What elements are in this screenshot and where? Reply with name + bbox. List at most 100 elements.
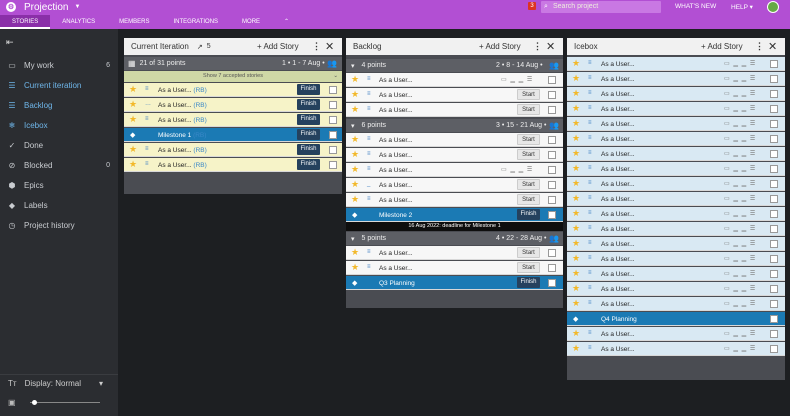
story-row[interactable]: ★ ≡ As a User... ▭ ▁ ▁ ☰ [567, 297, 785, 311]
tab-integrations[interactable]: INTEGRATIONS [173, 19, 219, 25]
star-icon[interactable]: ★ [572, 103, 581, 113]
story-title[interactable]: As a User... [379, 77, 413, 84]
story-title[interactable]: As a User... [601, 241, 635, 248]
star-icon[interactable]: ★ [572, 58, 581, 68]
star-icon[interactable]: ★ [351, 134, 360, 144]
story-title[interactable]: As a User... [601, 256, 635, 263]
story-row[interactable]: ★ ≡ As a User... ▭ ▁ ▁ ☰ [567, 327, 785, 341]
story-row[interactable]: ★ ≡ As a User... (RB) Finish [124, 83, 342, 97]
story-row[interactable]: ★ ≡ As a User... Start [346, 193, 563, 207]
story-title[interactable]: As a User... [379, 92, 413, 99]
star-icon[interactable]: ★ [572, 238, 581, 248]
story-checkbox[interactable] [770, 270, 778, 278]
close-panel-icon[interactable]: ✕ [546, 41, 556, 53]
story-checkbox[interactable] [770, 225, 778, 233]
story-row[interactable]: ★ ≡ As a User... ▭ ▁ ▁ ☰ [567, 162, 785, 176]
story-row[interactable]: ★ ≡ As a User... ▭ ▁ ▁ ☰ [567, 192, 785, 206]
chevron-down-icon[interactable]: ▼ [74, 4, 81, 10]
milestone-row[interactable]: ◆ Q3 Planning Finish [346, 276, 563, 290]
story-checkbox[interactable] [329, 131, 337, 139]
help-menu[interactable]: HELP ▾ [731, 4, 753, 11]
story-title[interactable]: As a User... (RB) [158, 87, 207, 94]
story-title[interactable]: Milestone 1 (RB) [158, 132, 207, 139]
story-row[interactable]: ★ ≡ As a User... Start [346, 246, 563, 260]
story-checkbox[interactable] [770, 195, 778, 203]
story-checkbox[interactable] [548, 106, 556, 114]
story-title[interactable]: As a User... [379, 152, 413, 159]
story-title[interactable]: As a User... [601, 211, 635, 218]
story-checkbox[interactable] [770, 300, 778, 308]
star-icon[interactable]: ★ [351, 164, 360, 174]
story-row[interactable]: ★ ≡ As a User... Start [346, 103, 563, 117]
sidebar-item-done[interactable]: ✓ Done [0, 136, 118, 154]
story-row[interactable]: ★ ≡ As a User... (RB) Finish [124, 113, 342, 127]
sidebar-item-project-history[interactable]: ◷ Project history [0, 216, 118, 234]
story-checkbox[interactable] [770, 210, 778, 218]
star-icon[interactable]: ★ [572, 253, 581, 263]
star-icon[interactable]: ★ [351, 247, 360, 257]
search-input[interactable]: ⌕ Search project [541, 1, 661, 13]
star-icon[interactable]: ★ [351, 194, 360, 204]
start-button[interactable]: Start [517, 247, 540, 258]
story-title[interactable]: As a User... [601, 166, 635, 173]
start-button[interactable]: Start [517, 134, 540, 145]
story-checkbox[interactable] [329, 101, 337, 109]
star-icon[interactable]: ★ [572, 223, 581, 233]
story-title[interactable]: Milestone 2 [379, 212, 413, 219]
story-title[interactable]: Q3 Planning [379, 280, 415, 287]
finish-button[interactable]: Finish [517, 277, 540, 288]
avatar[interactable] [767, 1, 779, 13]
story-row[interactable]: ★ ≡ As a User... (RB) Finish [124, 143, 342, 157]
story-title[interactable]: As a User... [601, 136, 635, 143]
start-button[interactable]: Start [517, 262, 540, 273]
story-title[interactable]: As a User... [601, 181, 635, 188]
star-icon[interactable]: ★ [572, 328, 581, 338]
story-title[interactable]: As a User... [601, 286, 635, 293]
story-checkbox[interactable] [548, 181, 556, 189]
add-story-button[interactable]: + Add Story [701, 42, 743, 51]
story-checkbox[interactable] [770, 60, 778, 68]
story-row[interactable]: ★ ≡ As a User... ▭ ▁ ▁ ☰ [567, 102, 785, 116]
story-title[interactable]: As a User... (RB) [158, 117, 207, 124]
story-row[interactable]: ★ ≡ As a User... ▭ ▁ ▁ ☰ [567, 237, 785, 251]
panel-menu-icon[interactable]: ⋮ [312, 41, 321, 51]
start-button[interactable]: Start [517, 104, 540, 115]
story-row[interactable]: ★ ≡ As a User... ▭ ▁ ▁ ☰ [567, 342, 785, 356]
story-row[interactable]: ★ ≡ As a User... ▭ ▁ ▁ ☰ [567, 87, 785, 101]
story-row[interactable]: ★ ≡ As a User... Start [346, 148, 563, 162]
story-title[interactable]: As a User... [601, 121, 635, 128]
finish-button[interactable]: Finish [297, 114, 320, 125]
story-title[interactable]: Q4 Planning [601, 316, 637, 323]
story-title[interactable]: As a User... [601, 271, 635, 278]
burndown-icon[interactable]: ↗ [196, 43, 203, 51]
star-icon[interactable]: ★ [129, 159, 138, 169]
story-title[interactable]: As a User... [601, 226, 635, 233]
star-icon[interactable]: ★ [351, 104, 360, 114]
story-row[interactable]: ★ ≡ As a User... ▭ ▁ ▁ ☰ [346, 73, 563, 87]
story-title[interactable]: As a User... [601, 331, 635, 338]
tab-more[interactable]: MORE [242, 19, 261, 25]
finish-button[interactable]: Finish [297, 84, 320, 95]
star-icon[interactable]: ★ [351, 179, 360, 189]
collapse-up-icon[interactable]: ⌃ [284, 19, 290, 25]
story-checkbox[interactable] [548, 196, 556, 204]
story-checkbox[interactable] [770, 330, 778, 338]
story-row[interactable]: ★ ≡ As a User... Start [346, 133, 563, 147]
app-logo-icon[interactable]: ⚙ [6, 2, 16, 12]
close-panel-icon[interactable]: ✕ [768, 41, 778, 53]
story-row[interactable]: ★ ≡ As a User... (RB) Finish [124, 158, 342, 172]
milestone-row[interactable]: ◆ Milestone 2 Finish [346, 208, 563, 222]
story-checkbox[interactable] [548, 166, 556, 174]
star-icon[interactable]: ★ [129, 114, 138, 124]
collapse-sidebar-icon[interactable]: ⇤ [6, 37, 14, 47]
story-row[interactable]: ★ ≡ As a User... ▭ ▁ ▁ ☰ [567, 57, 785, 71]
project-name[interactable]: Projection [24, 1, 69, 13]
story-checkbox[interactable] [770, 90, 778, 98]
story-title[interactable]: As a User... [379, 182, 413, 189]
story-title[interactable]: As a User... [601, 301, 635, 308]
story-checkbox[interactable] [770, 165, 778, 173]
story-checkbox[interactable] [548, 279, 556, 287]
iteration-group-header[interactable]: ▾ 5 points 4 • 22 - 28 Aug • 👥 [346, 232, 563, 245]
story-row[interactable]: ★ ≡ As a User... Start [346, 88, 563, 102]
story-checkbox[interactable] [548, 136, 556, 144]
